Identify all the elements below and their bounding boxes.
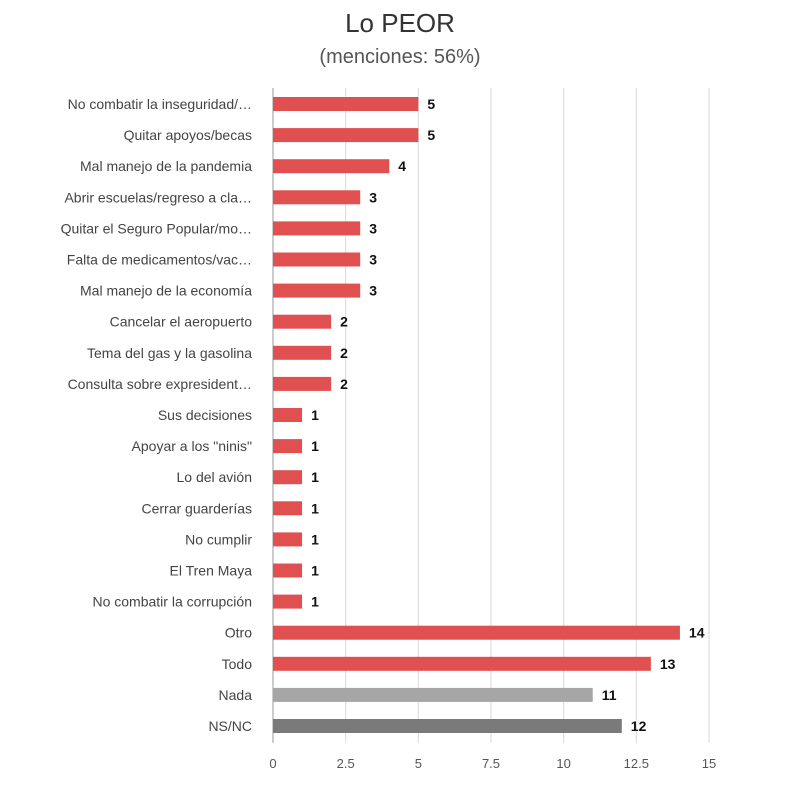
category-label: El Tren Maya	[170, 563, 253, 579]
data-label: 2	[340, 345, 348, 361]
data-label: 4	[398, 158, 406, 174]
data-label: 1	[311, 563, 319, 579]
data-label: 3	[369, 189, 377, 205]
x-tick-label: 15	[702, 756, 716, 771]
bar	[273, 376, 332, 391]
data-label: 1	[311, 500, 319, 516]
data-label: 2	[340, 314, 348, 330]
x-tick-label: 2.5	[337, 756, 355, 771]
category-label: Apoyar a los "ninis"	[132, 438, 252, 454]
bar	[273, 190, 361, 205]
category-label: Quitar apoyos/becas	[124, 127, 252, 143]
data-label: 5	[427, 127, 435, 143]
data-label: 12	[631, 718, 647, 734]
data-label: 14	[689, 625, 705, 641]
bar	[273, 314, 332, 329]
x-tick-label: 7.5	[482, 756, 500, 771]
bar	[273, 128, 419, 143]
data-label: 3	[369, 252, 377, 268]
bars	[273, 97, 680, 733]
bar	[273, 594, 303, 609]
category-label: Sus decisiones	[158, 407, 252, 423]
x-tick-label: 10	[556, 756, 570, 771]
category-label: Todo	[222, 656, 253, 672]
bar	[273, 159, 390, 174]
bar	[273, 501, 303, 516]
category-label: Quitar el Seguro Popular/mo…	[61, 220, 252, 236]
grid-lines	[272, 88, 710, 743]
category-label: No combatir la corrupción	[92, 594, 252, 610]
data-label: 1	[311, 594, 319, 610]
bar	[273, 408, 303, 422]
category-label: Cancelar el aeropuerto	[110, 314, 253, 330]
chart-subtitle: (menciones: 56%)	[319, 46, 481, 68]
data-label: 1	[311, 469, 319, 485]
bar	[273, 532, 303, 547]
category-label: Cerrar guarderías	[142, 500, 253, 516]
bar	[273, 221, 361, 236]
category-label: No cumplir	[185, 531, 252, 547]
bar	[273, 439, 303, 454]
data-label: 5	[427, 96, 435, 112]
bar	[273, 97, 419, 111]
data-label: 3	[369, 283, 377, 299]
category-label: Falta de medicamentos/vac…	[67, 252, 252, 268]
bar	[273, 687, 593, 702]
category-label: No combatir la inseguridad/…	[68, 96, 252, 112]
x-tick-label: 0	[269, 756, 276, 771]
bar	[273, 719, 622, 733]
data-label: 13	[660, 656, 676, 672]
chart-title: Lo PEOR	[345, 8, 455, 38]
x-tick-label: 5	[415, 756, 422, 771]
bar	[273, 563, 303, 578]
bar	[273, 656, 651, 671]
data-label: 1	[311, 438, 319, 454]
x-tick-label: 12.5	[624, 756, 649, 771]
category-label: Abrir escuelas/regreso a cla…	[64, 189, 252, 205]
category-label: Lo del avión	[176, 469, 252, 485]
bar	[273, 625, 680, 640]
bar	[273, 470, 303, 485]
category-label: Nada	[219, 687, 253, 703]
category-label: Consulta sobre expresident…	[68, 376, 252, 392]
bar	[273, 345, 332, 360]
category-label: Otro	[225, 625, 252, 641]
category-label: Mal manejo de la pandemia	[80, 158, 252, 174]
data-label: 2	[340, 376, 348, 392]
bar	[273, 252, 361, 267]
bar	[273, 283, 361, 298]
data-label: 1	[311, 407, 319, 423]
category-label: Mal manejo de la economía	[80, 283, 252, 299]
category-label: NS/NC	[208, 718, 252, 734]
data-label: 11	[602, 687, 617, 703]
data-label: 3	[369, 220, 377, 236]
category-label: Tema del gas y la gasolina	[87, 345, 252, 361]
data-label: 1	[311, 531, 319, 547]
